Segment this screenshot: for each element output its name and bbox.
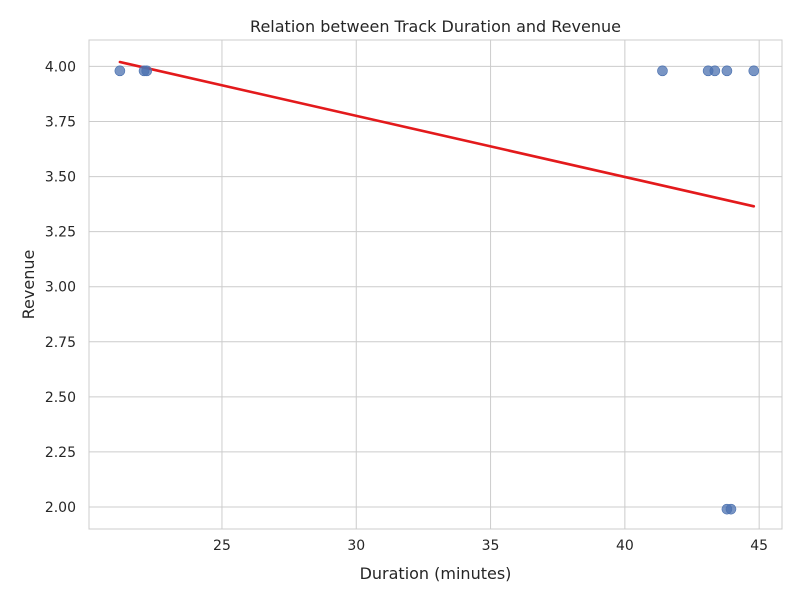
x-tick-label: 40 <box>616 538 634 554</box>
scatter-point <box>748 65 760 77</box>
data-points <box>114 65 760 515</box>
x-tick-label: 30 <box>347 538 365 554</box>
scatter-point <box>114 65 126 77</box>
y-tick-label: 3.00 <box>45 280 76 296</box>
y-tick-label: 2.00 <box>45 500 76 516</box>
regression-line <box>118 60 756 208</box>
scatter-point <box>725 503 737 515</box>
scatter-point <box>141 65 153 77</box>
y-tick-label: 2.50 <box>45 390 76 406</box>
gridlines <box>89 40 782 529</box>
x-tick-label: 35 <box>482 538 500 554</box>
y-axis-label: Revenue <box>19 250 38 320</box>
y-tick-label: 2.25 <box>45 445 76 461</box>
y-tick-label: 3.25 <box>45 225 76 241</box>
plot-area <box>88 39 783 530</box>
tick-labels: 25 30 35 40 45 2.00 2.25 2.50 2.75 3.00 3.25 3.50 3.… <box>45 59 768 554</box>
scatter-point <box>721 65 733 77</box>
y-tick-label: 2.75 <box>45 335 76 351</box>
scatter-point <box>709 65 721 77</box>
scatter-point <box>657 65 668 77</box>
y-tick-label: 3.75 <box>45 115 76 131</box>
chart-title: Relation between Track Duration and Reve… <box>250 17 621 36</box>
x-tick-label: 45 <box>750 538 768 554</box>
y-tick-label: 3.50 <box>45 170 76 186</box>
y-tick-label: 4.00 <box>45 59 76 75</box>
regression-line-layer <box>118 60 756 208</box>
x-tick-label: 25 <box>213 538 231 554</box>
x-axis-label: Duration (minutes) <box>360 564 512 583</box>
